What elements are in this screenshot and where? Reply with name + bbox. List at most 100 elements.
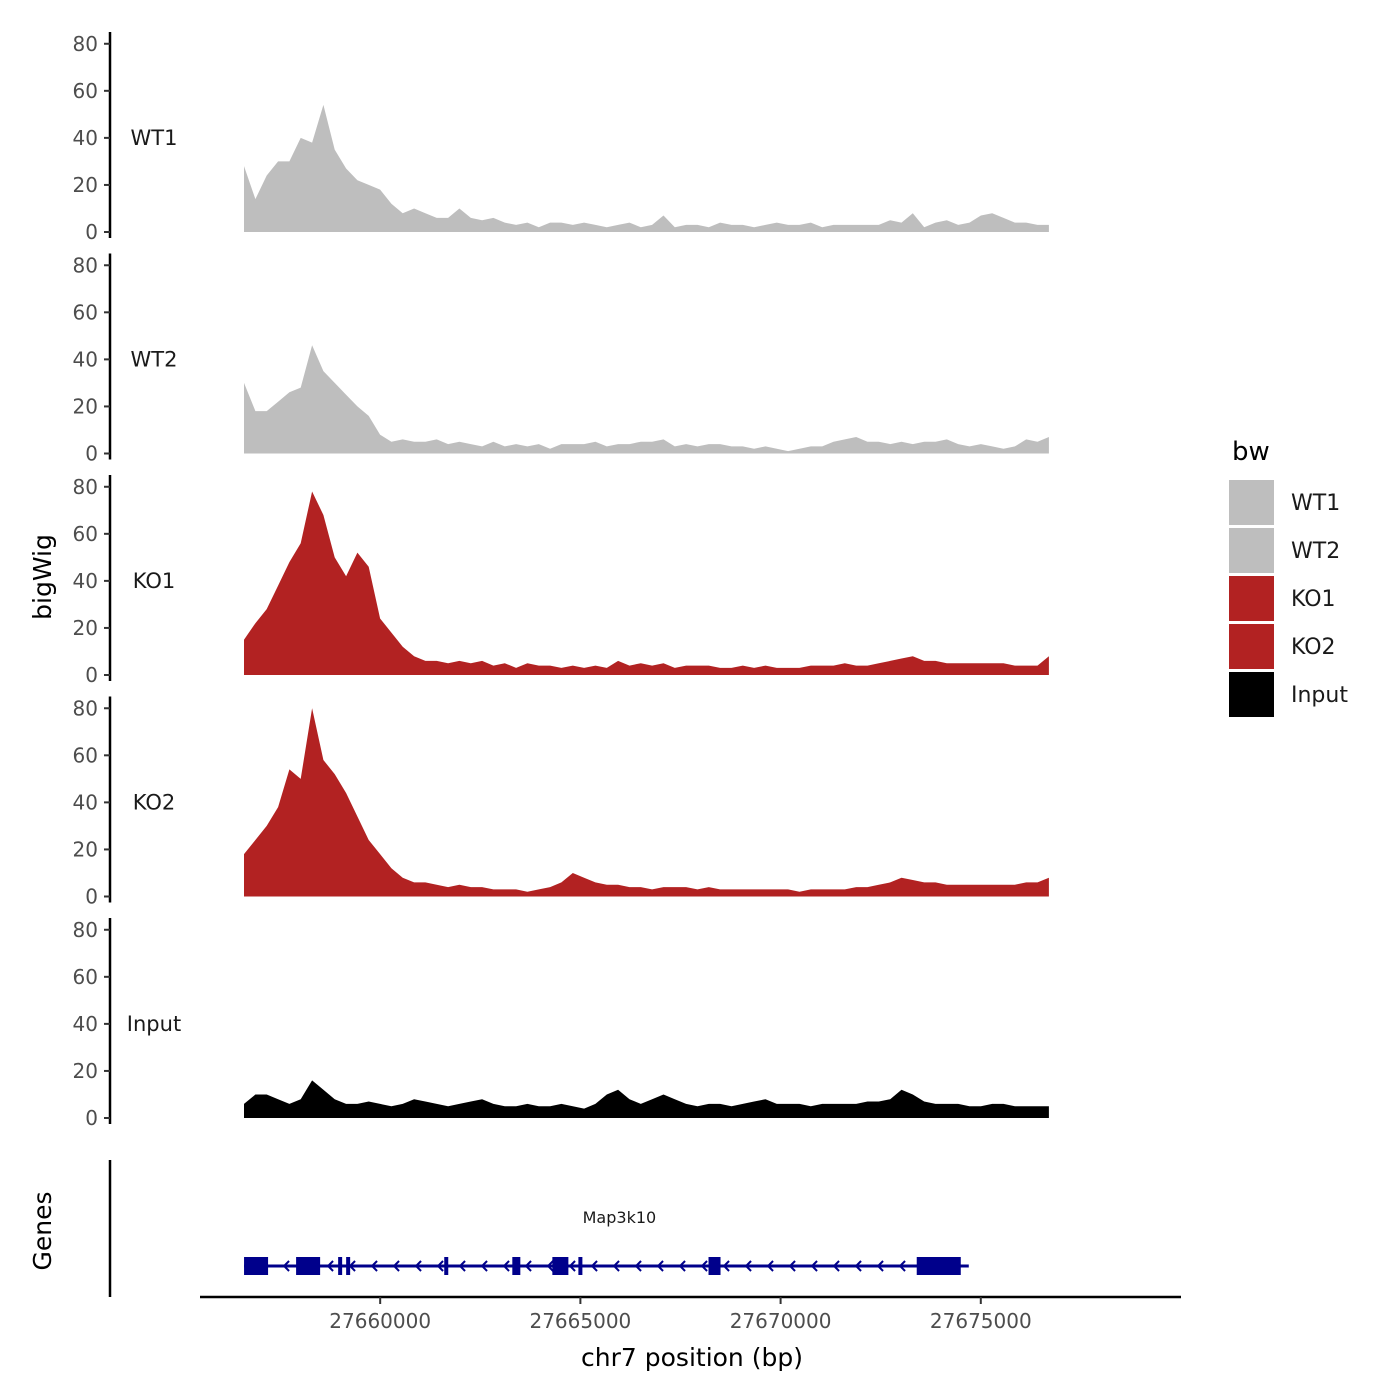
track-ko2: 0 20 40 60 80 KO2 (73, 696, 1049, 909)
track-label: KO1 (133, 569, 176, 593)
y-tick-label: 0 (85, 442, 98, 466)
y-tick-label: 40 (73, 569, 98, 593)
coverage-area-wt2 (244, 345, 1049, 454)
strand-arrow (524, 1260, 532, 1272)
exon-block (552, 1257, 569, 1275)
legend: WT1 WT2 KO1 KO2 Input (1229, 480, 1348, 717)
strand-arrow (326, 1260, 334, 1272)
strand-arrow (766, 1260, 774, 1272)
legend-key-wt2 (1229, 528, 1274, 573)
exon-block (244, 1257, 269, 1275)
y-tick-label: 40 (73, 347, 98, 371)
strand-arrow (612, 1260, 620, 1272)
track-label: WT2 (131, 347, 178, 371)
exon-block (346, 1257, 351, 1275)
exon-block (916, 1257, 961, 1275)
y-tick-label: 60 (73, 743, 98, 767)
y-tick-label: 0 (85, 663, 98, 687)
strand-arrow (634, 1260, 642, 1272)
y-tick-label: 60 (73, 965, 98, 989)
y-axis-title: bigWig (28, 534, 57, 620)
x-tick-label: 27670000 (730, 1309, 832, 1333)
y-tick-label: 60 (73, 79, 98, 103)
x-axis: 27660000 27665000 27670000 27675000 (200, 1295, 1181, 1333)
exon-block (444, 1257, 449, 1275)
coverage-area-ko1 (244, 491, 1049, 675)
x-tick-label: 27660000 (329, 1309, 431, 1333)
legend-label: KO2 (1291, 635, 1336, 660)
strand-arrow (568, 1260, 576, 1272)
y-tick-label: 80 (73, 696, 98, 720)
strand-arrow (590, 1260, 598, 1272)
strand-arrow (854, 1260, 862, 1272)
strand-arrow (546, 1260, 554, 1272)
strand-arrow (788, 1260, 796, 1272)
legend-key-ko2 (1229, 624, 1274, 669)
track-panels: 0 20 40 60 80 WT1 0 20 40 60 80 WT2 0 20 40 60 80 KO1 0 20 4… (73, 32, 1049, 1130)
y-tick-label: 80 (73, 32, 98, 56)
track-label: KO2 (133, 790, 176, 814)
coverage-area-wt1 (244, 104, 1049, 232)
strand-arrow (832, 1260, 840, 1272)
legend-key-ko1 (1229, 576, 1274, 621)
track-ko1: 0 20 40 60 80 KO1 (73, 475, 1049, 687)
strand-arrow (744, 1260, 752, 1272)
y-tick-label: 20 (73, 173, 98, 197)
strand-arrow (722, 1260, 730, 1272)
coverage-area-input (244, 1080, 1049, 1118)
y-tick-label: 80 (73, 253, 98, 277)
strand-arrow (700, 1260, 708, 1272)
exon-block (338, 1257, 343, 1275)
exon-block (512, 1257, 521, 1275)
y-tick-label: 80 (73, 475, 98, 499)
track-wt1: 0 20 40 60 80 WT1 (73, 32, 1049, 244)
legend-key-input (1229, 672, 1274, 717)
x-tick-label: 27665000 (529, 1309, 631, 1333)
gene-name-label: Map3k10 (583, 1208, 657, 1227)
strand-arrow (392, 1260, 400, 1272)
legend-label: WT2 (1291, 539, 1340, 564)
coverage-area-ko2 (244, 708, 1049, 897)
strand-arrow (810, 1260, 818, 1272)
y-tick-label: 80 (73, 918, 98, 942)
track-input: 0 20 40 60 80 Input (73, 918, 1049, 1130)
strand-arrow (370, 1260, 378, 1272)
genes-axis-title: Genes (28, 1191, 57, 1270)
y-tick-label: 0 (85, 885, 98, 909)
strand-arrow (436, 1260, 444, 1272)
exon-block (296, 1257, 321, 1275)
y-tick-label: 20 (73, 837, 98, 861)
y-tick-label: 0 (85, 220, 98, 244)
strand-arrow (898, 1260, 906, 1272)
y-tick-label: 60 (73, 522, 98, 546)
strand-arrow (458, 1260, 466, 1272)
strand-arrow (502, 1260, 510, 1272)
y-tick-label: 20 (73, 616, 98, 640)
strand-arrow (414, 1260, 422, 1272)
y-tick-label: 40 (73, 126, 98, 150)
legend-title: bw (1232, 437, 1270, 467)
strand-arrow (480, 1260, 488, 1272)
legend-label: Input (1291, 683, 1348, 708)
legend-label: WT1 (1291, 491, 1340, 516)
y-tick-label: 40 (73, 1012, 98, 1036)
track-label: Input (127, 1012, 181, 1036)
legend-key-wt1 (1229, 480, 1274, 525)
y-tick-label: 20 (73, 1059, 98, 1083)
legend-label: KO1 (1291, 587, 1336, 612)
track-label: WT1 (131, 126, 178, 150)
strand-arrow (678, 1260, 686, 1272)
exon-block (578, 1257, 583, 1275)
strand-arrow (656, 1260, 664, 1272)
y-tick-label: 60 (73, 300, 98, 324)
exon-block (708, 1257, 721, 1275)
y-tick-label: 0 (85, 1106, 98, 1130)
strand-arrow (876, 1260, 884, 1272)
x-axis-title: chr7 position (bp) (581, 1343, 803, 1372)
y-tick-label: 40 (73, 790, 98, 814)
genes-track: Map3k10 (108, 1160, 969, 1297)
x-tick-label: 27675000 (930, 1309, 1032, 1333)
y-tick-label: 20 (73, 394, 98, 418)
track-wt2: 0 20 40 60 80 WT2 (73, 253, 1049, 466)
